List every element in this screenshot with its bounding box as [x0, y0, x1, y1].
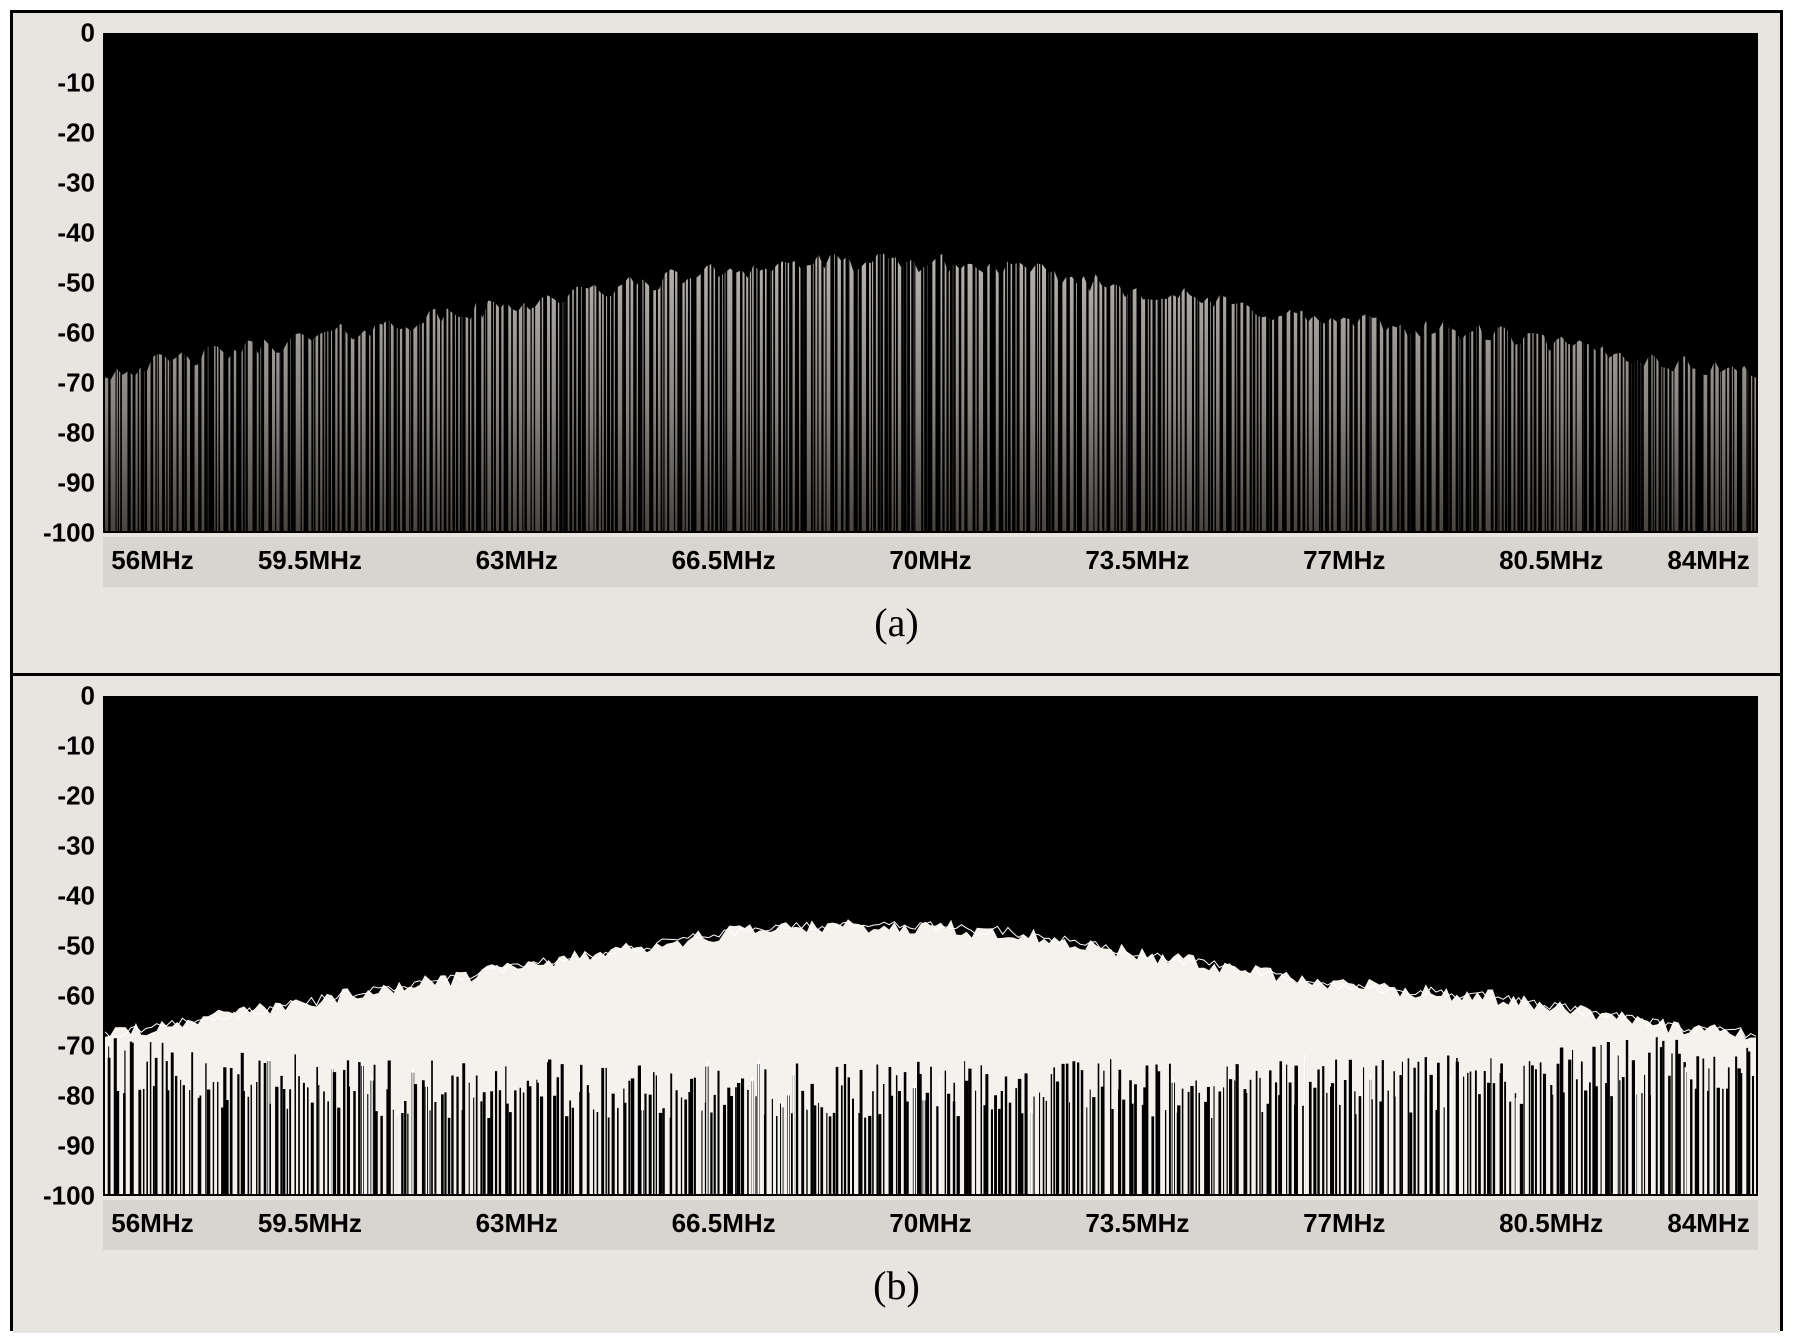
panel-a-x-axis: 56MHz 59.5MHz 63MHz 66.5MHz 70MHz 73.5MH…: [103, 537, 1758, 587]
x-tick: 80.5MHz: [1499, 545, 1603, 576]
y-tick: -10: [57, 68, 95, 99]
figure-frame: 0 -10 -20 -30 -40 -50 -60 -70 -80 -90 -1…: [10, 10, 1783, 1331]
x-tick: 70MHz: [889, 545, 971, 576]
x-tick: 84MHz: [1667, 545, 1749, 576]
panel-a: 0 -10 -20 -30 -40 -50 -60 -70 -80 -90 -1…: [13, 13, 1780, 673]
panel-a-y-axis: 0 -10 -20 -30 -40 -50 -60 -70 -80 -90 -1…: [13, 33, 101, 533]
panel-b-x-axis: 56MHz 59.5MHz 63MHz 66.5MHz 70MHz 73.5MH…: [103, 1200, 1758, 1250]
panel-a-chart: [103, 33, 1758, 533]
y-tick: -30: [57, 831, 95, 862]
y-tick: -10: [57, 731, 95, 762]
y-tick: -70: [57, 1031, 95, 1062]
y-tick: -60: [57, 318, 95, 349]
panel-a-caption: (a): [13, 599, 1780, 646]
y-tick: -80: [57, 1081, 95, 1112]
y-tick: -40: [57, 218, 95, 249]
y-tick: -100: [43, 518, 95, 549]
x-tick: 77MHz: [1303, 545, 1385, 576]
x-tick: 84MHz: [1667, 1208, 1749, 1239]
y-tick: -50: [57, 268, 95, 299]
y-tick: -20: [57, 118, 95, 149]
x-tick: 77MHz: [1303, 1208, 1385, 1239]
y-tick: -70: [57, 368, 95, 399]
y-tick: 0: [81, 681, 95, 712]
y-tick: -30: [57, 168, 95, 199]
x-tick: 73.5MHz: [1085, 545, 1189, 576]
y-tick: -40: [57, 881, 95, 912]
x-tick: 56MHz: [111, 1208, 193, 1239]
panel-a-spectrum: [105, 35, 1756, 531]
x-tick: 63MHz: [476, 545, 558, 576]
x-tick: 59.5MHz: [258, 1208, 362, 1239]
x-tick: 66.5MHz: [672, 545, 776, 576]
x-tick: 59.5MHz: [258, 545, 362, 576]
panel-b-y-axis: 0 -10 -20 -30 -40 -50 -60 -70 -80 -90 -1…: [13, 696, 101, 1196]
panel-b-caption: (b): [13, 1262, 1780, 1309]
y-tick: -90: [57, 1131, 95, 1162]
x-tick: 80.5MHz: [1499, 1208, 1603, 1239]
panel-b-spectrum: [105, 698, 1756, 1194]
y-tick: 0: [81, 18, 95, 49]
y-tick: -60: [57, 981, 95, 1012]
x-tick: 73.5MHz: [1085, 1208, 1189, 1239]
panel-b: 0 -10 -20 -30 -40 -50 -60 -70 -80 -90 -1…: [13, 673, 1780, 1333]
panel-b-chart: [103, 696, 1758, 1196]
x-tick: 70MHz: [889, 1208, 971, 1239]
y-tick: -100: [43, 1181, 95, 1212]
x-tick: 56MHz: [111, 545, 193, 576]
y-tick: -50: [57, 931, 95, 962]
y-tick: -20: [57, 781, 95, 812]
y-tick: -80: [57, 418, 95, 449]
y-tick: -90: [57, 468, 95, 499]
x-tick: 63MHz: [476, 1208, 558, 1239]
x-tick: 66.5MHz: [672, 1208, 776, 1239]
